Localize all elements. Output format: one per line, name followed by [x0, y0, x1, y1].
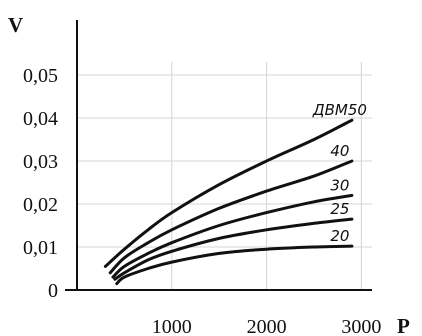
grid: [77, 62, 372, 290]
x-tick-label: 2000: [247, 316, 287, 336]
y-tick-label: 0,01: [23, 237, 58, 259]
y-tick-label: 0,02: [23, 194, 58, 216]
y-tick-label: 0,03: [23, 151, 58, 173]
series-label-2: 30: [330, 176, 349, 194]
x-tick-label: 1000: [152, 316, 192, 336]
series-label-3: 25: [330, 200, 349, 218]
series: [103, 118, 354, 286]
series-label-0: ДВМ50: [312, 101, 367, 119]
y-tick-label: 0: [48, 280, 58, 302]
series-labels: ДВМ50 40 30 25 20: [312, 101, 367, 245]
x-tick-label: 3000: [341, 316, 381, 336]
series-label-1: 40: [330, 142, 349, 160]
y-tick-label: 0,04: [23, 108, 58, 130]
series-line-1: [108, 159, 354, 275]
axes: [65, 20, 372, 291]
tick-labels: 0 0,01 0,02 0,03 0,04 0,05 1000 2000 3000: [23, 65, 381, 336]
series-line-2: [111, 193, 354, 279]
y-axis-label: V: [8, 13, 23, 37]
x-axis-label: P: [397, 314, 410, 336]
series-line-3: [113, 217, 354, 281]
y-tick-label: 0,05: [23, 65, 58, 87]
series-label-4: 20: [330, 227, 349, 245]
series-line-4: [115, 244, 354, 286]
series-line-0: [103, 118, 354, 268]
